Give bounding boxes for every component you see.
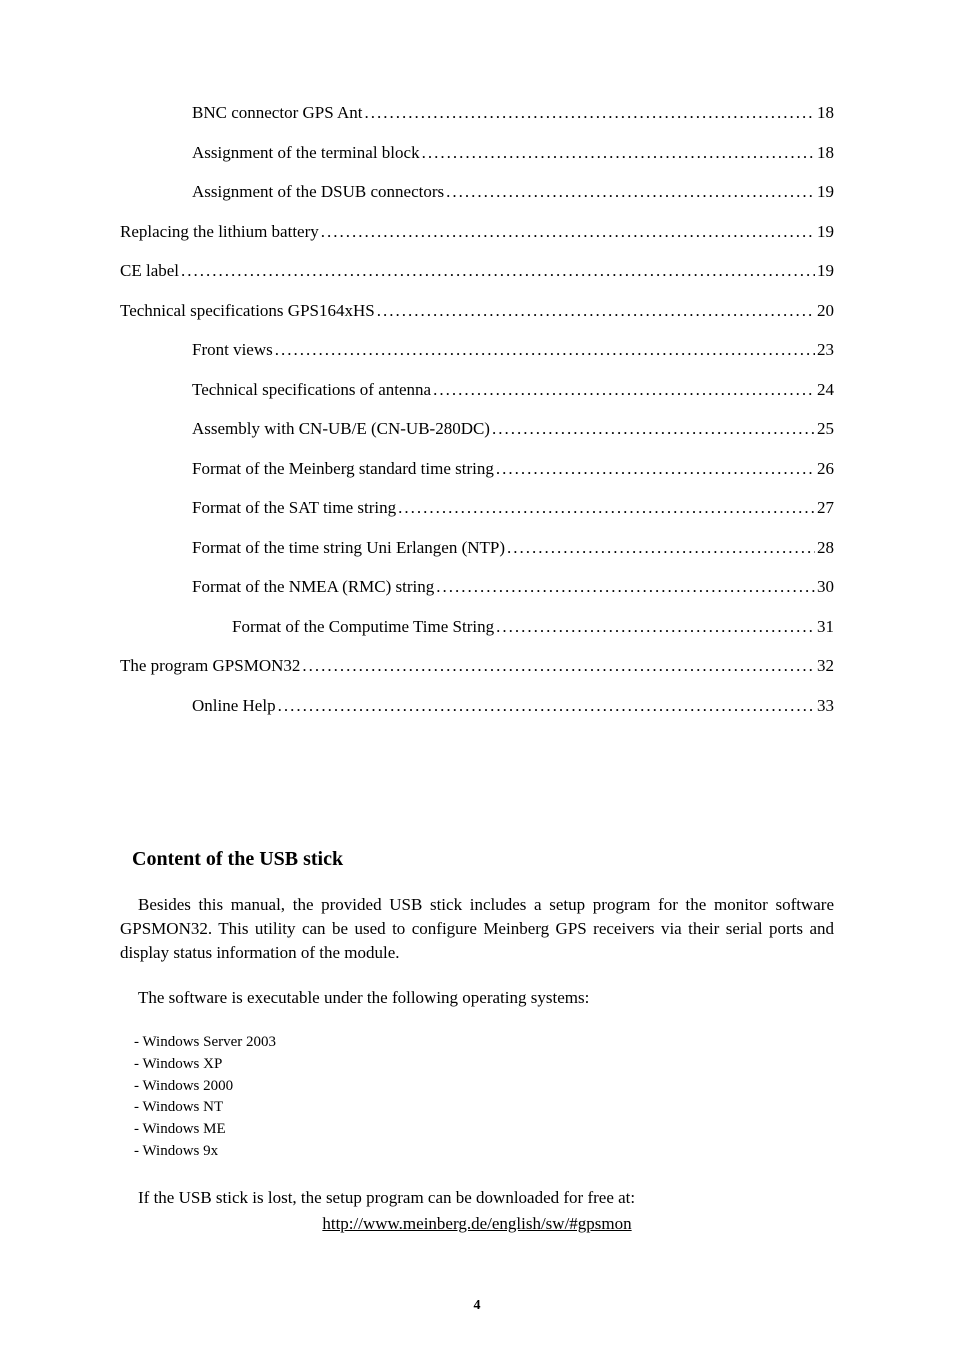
toc-leader-dots (433, 377, 815, 403)
toc-entry: Format of the NMEA (RMC) string 30 (120, 574, 834, 600)
os-list-item: - Windows NT (134, 1097, 834, 1119)
toc-entry: BNC connector GPS Ant 18 (120, 100, 834, 126)
toc-leader-dots (364, 100, 815, 126)
toc-leader-dots (496, 614, 815, 640)
page-number: 4 (0, 1298, 954, 1314)
toc-entry: Assembly with CN-UB/E (CN-UB-280DC) 25 (120, 416, 834, 442)
toc-entry-label: Format of the NMEA (RMC) string (192, 574, 434, 600)
toc-entry: Replacing the lithium battery 19 (120, 219, 834, 245)
toc-entry-page: 18 (817, 140, 834, 166)
toc-entry-label: BNC connector GPS Ant (192, 100, 362, 126)
toc-entry: CE label 19 (120, 258, 834, 284)
toc-leader-dots (278, 693, 815, 719)
section-heading-usb-stick: Content of the USB stick (132, 848, 834, 871)
toc-leader-dots (275, 337, 815, 363)
download-info: If the USB stick is lost, the setup prog… (120, 1185, 834, 1238)
toc-entry: Online Help 33 (120, 693, 834, 719)
toc-leader-dots (492, 416, 815, 442)
toc-entry-page: 32 (817, 653, 834, 679)
toc-entry-page: 25 (817, 416, 834, 442)
table-of-contents: BNC connector GPS Ant 18Assignment of th… (120, 100, 834, 718)
toc-entry: Format of the SAT time string 27 (120, 495, 834, 521)
toc-entry-label: Format of the Meinberg standard time str… (192, 456, 494, 482)
toc-entry-label: Technical specifications of antenna (192, 377, 431, 403)
download-intro-text: If the USB stick is lost, the setup prog… (120, 1185, 834, 1211)
os-list-item: - Windows 2000 (134, 1076, 834, 1098)
toc-entry-label: CE label (120, 258, 179, 284)
toc-entry-page: 27 (817, 495, 834, 521)
toc-entry-label: Format of the SAT time string (192, 495, 396, 521)
toc-entry-page: 18 (817, 100, 834, 126)
toc-leader-dots (436, 574, 815, 600)
toc-entry: Format of the time string Uni Erlangen (… (120, 535, 834, 561)
toc-entry-label: Assignment of the DSUB connectors (192, 179, 444, 205)
toc-entry-label: Online Help (192, 693, 276, 719)
toc-leader-dots (507, 535, 815, 561)
toc-entry: Technical specifications of antenna 24 (120, 377, 834, 403)
toc-entry-page: 28 (817, 535, 834, 561)
download-url-link[interactable]: http://www.meinberg.de/english/sw/#gpsmo… (120, 1211, 834, 1237)
toc-leader-dots (422, 140, 815, 166)
toc-leader-dots (302, 653, 815, 679)
toc-entry-page: 30 (817, 574, 834, 600)
page-content: BNC connector GPS Ant 18Assignment of th… (0, 0, 954, 1237)
toc-entry: Technical specifications GPS164xHS 20 (120, 298, 834, 324)
toc-entry-page: 33 (817, 693, 834, 719)
toc-entry-label: Assignment of the terminal block (192, 140, 420, 166)
toc-leader-dots (446, 179, 815, 205)
toc-entry: Assignment of the DSUB connectors 19 (120, 179, 834, 205)
toc-leader-dots (181, 258, 815, 284)
toc-entry: Front views 23 (120, 337, 834, 363)
toc-entry-label: Technical specifications GPS164xHS (120, 298, 375, 324)
toc-entry-label: Replacing the lithium battery (120, 219, 319, 245)
toc-entry-page: 19 (817, 219, 834, 245)
toc-entry-label: Format of the time string Uni Erlangen (… (192, 535, 505, 561)
toc-leader-dots (377, 298, 815, 324)
toc-entry-label: Format of the Computime Time String (232, 614, 494, 640)
os-list-item: - Windows ME (134, 1119, 834, 1141)
toc-entry: Format of the Meinberg standard time str… (120, 456, 834, 482)
toc-entry-page: 19 (817, 179, 834, 205)
toc-leader-dots (496, 456, 815, 482)
toc-entry-page: 23 (817, 337, 834, 363)
os-list: - Windows Server 2003- Windows XP- Windo… (134, 1032, 834, 1163)
toc-leader-dots (398, 495, 815, 521)
os-list-item: - Windows Server 2003 (134, 1032, 834, 1054)
paragraph-intro: Besides this manual, the provided USB st… (120, 893, 834, 964)
toc-entry-page: 20 (817, 298, 834, 324)
toc-entry-page: 31 (817, 614, 834, 640)
toc-entry-label: Assembly with CN-UB/E (CN-UB-280DC) (192, 416, 490, 442)
toc-entry-label: Front views (192, 337, 273, 363)
toc-entry: Assignment of the terminal block 18 (120, 140, 834, 166)
paragraph-os-intro: The software is executable under the fol… (120, 986, 834, 1010)
os-list-item: - Windows 9x (134, 1141, 834, 1163)
toc-entry-page: 26 (817, 456, 834, 482)
toc-entry-label: The program GPSMON32 (120, 653, 300, 679)
toc-entry: The program GPSMON32 32 (120, 653, 834, 679)
os-list-item: - Windows XP (134, 1054, 834, 1076)
toc-entry-page: 19 (817, 258, 834, 284)
toc-entry: Format of the Computime Time String 31 (120, 614, 834, 640)
toc-leader-dots (321, 219, 815, 245)
toc-entry-page: 24 (817, 377, 834, 403)
